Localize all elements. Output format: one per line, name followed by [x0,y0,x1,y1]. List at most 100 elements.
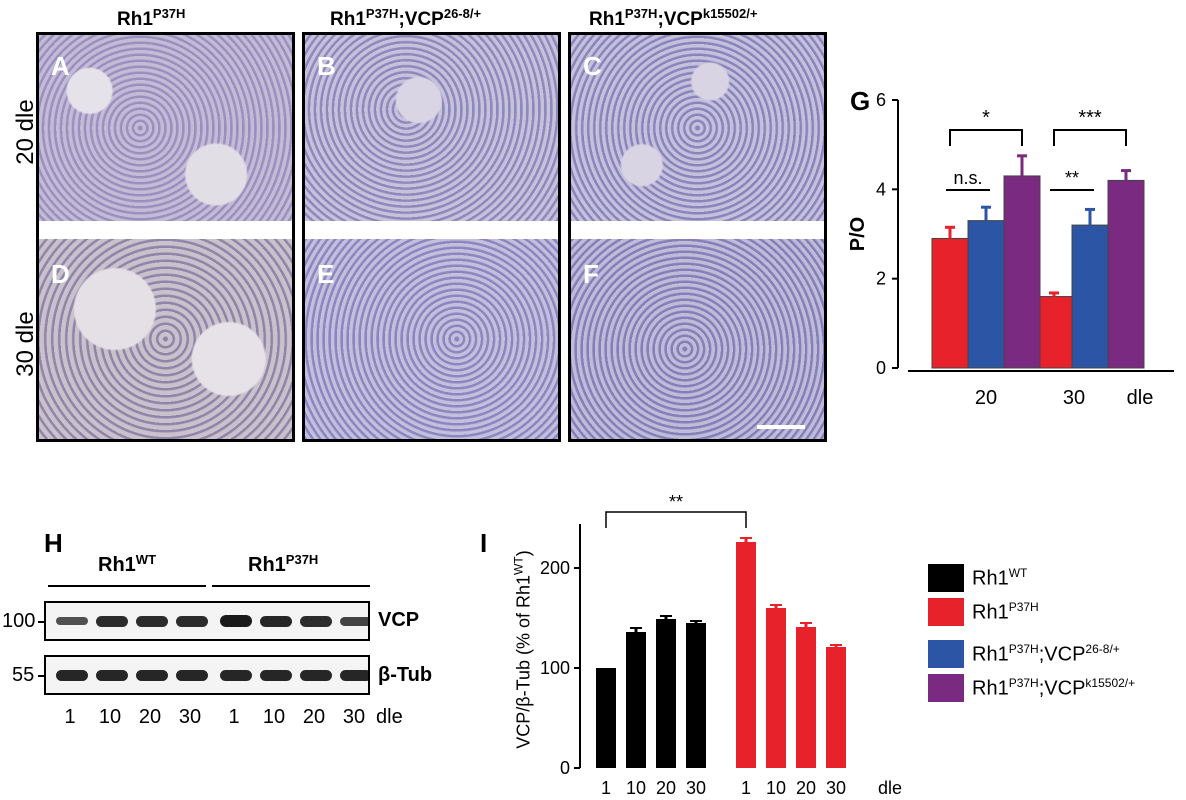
y-axis-label: P/O [847,217,869,251]
legend-swatch [928,640,964,668]
significance-bracket [605,511,747,528]
panel-separator [305,221,558,239]
blot-lane-unit: dle [376,706,403,728]
bar [796,627,816,768]
bar [766,608,786,768]
blot-band [96,615,128,627]
x-tick-label: 10 [766,778,786,798]
x-tick-label: 20 [656,778,676,798]
column-header-1: Rh1P37H [117,6,186,30]
column-header-2: Rh1P37H;VCP26-8/+ [330,6,482,30]
blot-band [340,669,368,681]
panel-letter-b: B [317,51,336,81]
y-tick-label: 2 [876,269,886,289]
blot-band [300,669,332,681]
y-tick-label: 6 [876,90,886,110]
panel-letter-g: G [850,86,871,116]
bar [1071,224,1109,369]
blot-band [136,669,168,681]
micrograph-b [305,35,558,221]
bar [1107,179,1145,369]
blot-band [220,669,252,681]
blot-group-line-wt [48,585,206,587]
bar [736,542,756,768]
micrograph-c [571,35,824,221]
column-header-3: Rh1P37H;VCPk15502/+ [589,6,758,30]
significance-label: *** [1078,107,1102,129]
blot-band [176,615,208,627]
micrograph-f [571,239,824,439]
bar [931,237,969,369]
y-tick-label: 0 [876,358,886,378]
x-tick-label: 30 [826,778,846,798]
y-tick-label: 0 [560,758,570,778]
blot-band [176,669,208,681]
x-tick-label: 1 [601,778,611,798]
significance-label: ** [1065,168,1079,188]
histology-panel-col1: A D [36,32,295,442]
lane-label: 10 [98,706,122,728]
bar [656,619,676,768]
bar [967,220,1005,369]
mw-marker-100: 100 [2,610,36,632]
x-tick-label: 30 [686,778,706,798]
group-label: 20 [975,387,997,409]
blot-band [260,669,292,681]
panel-letter-h: H [44,528,63,558]
lane-label: 30 [178,706,202,728]
blot-group-line-p37h [212,585,370,587]
blot-label-beta-tub: β-Tub [378,664,433,686]
micrograph-e [305,239,558,439]
micrograph-d [39,239,292,439]
y-tick-label: 200 [540,558,570,578]
panel-separator [571,221,824,239]
histology-panel-col2: B E [302,32,561,442]
blot-group-header-p37h: Rh1P37H [248,552,319,576]
lane-label: 20 [138,706,162,728]
legend-swatch [928,674,964,702]
histology-panel-col3: C F [568,32,827,442]
blot-label-vcp: VCP [378,609,420,631]
blot-band [260,615,292,627]
bar [1003,175,1041,369]
micrograph-a [39,35,292,221]
axis-unit-label: dle [878,778,902,798]
axis-unit-label: dle [1127,387,1154,409]
blot-band [220,615,252,627]
x-tick-label: 20 [796,778,816,798]
blot-vcp [44,601,370,641]
significance-label: ** [669,492,683,512]
scale-bar [757,425,805,429]
bar [686,623,706,768]
blot-band [56,669,88,681]
bar [596,668,616,768]
blot-group-header-wt: Rh1WT [98,552,157,576]
panel-letter-d: D [51,259,70,289]
legend-swatch [928,598,964,626]
x-tick-label: 1 [741,778,751,798]
significance-label: * [982,107,990,129]
bar [626,632,646,768]
marker-tick-100 [38,621,46,623]
panel-separator [39,221,292,239]
blot-band [300,615,332,627]
blot-band [56,617,88,625]
significance-label: n.s. [953,168,982,188]
panel-letter-a: A [51,51,70,81]
group-label: 30 [1063,387,1085,409]
legend: Rh1WT Rh1P37H Rh1P37H;VCP26-8/+ Rh1P37H;… [928,564,1184,704]
blot-band [96,669,128,681]
blot-band [136,615,168,627]
lane-label: 30 [342,706,366,728]
blot-band [340,616,368,626]
panel-letter-f: F [583,259,599,289]
bar [1035,296,1073,369]
y-tick-label: 4 [876,179,886,199]
lane-label: 10 [262,706,286,728]
x-tick-label: 10 [626,778,646,798]
panel-letter-i: I [480,528,488,558]
significance-bracket [949,129,1023,146]
blot-beta-tub [44,655,370,695]
